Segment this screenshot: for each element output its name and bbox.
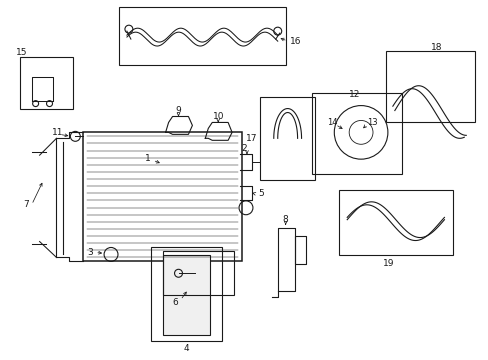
Text: 9: 9 xyxy=(175,106,181,115)
Text: 17: 17 xyxy=(246,134,257,143)
Bar xyxy=(163,251,234,295)
Text: 12: 12 xyxy=(348,90,360,99)
Text: 16: 16 xyxy=(289,37,301,46)
Bar xyxy=(259,96,315,180)
Text: 15: 15 xyxy=(16,49,27,58)
Text: 5: 5 xyxy=(257,189,263,198)
Bar xyxy=(339,190,452,255)
Text: 3: 3 xyxy=(87,248,93,257)
Text: 18: 18 xyxy=(430,42,441,51)
Text: 2: 2 xyxy=(241,144,246,153)
Text: 19: 19 xyxy=(382,259,394,268)
Text: 1: 1 xyxy=(144,154,150,163)
Text: 10: 10 xyxy=(212,112,224,121)
Bar xyxy=(163,255,210,335)
Text: 4: 4 xyxy=(183,344,189,353)
Bar xyxy=(312,93,401,174)
Text: 13: 13 xyxy=(366,118,377,127)
Bar xyxy=(385,51,474,122)
Text: 7: 7 xyxy=(24,200,29,209)
Text: 11: 11 xyxy=(51,128,63,137)
Text: 14: 14 xyxy=(326,118,337,127)
Text: 8: 8 xyxy=(282,215,288,224)
Bar xyxy=(83,132,242,261)
Text: 6: 6 xyxy=(172,298,178,307)
Bar xyxy=(150,247,222,341)
Bar xyxy=(119,7,285,65)
Bar xyxy=(20,57,73,109)
